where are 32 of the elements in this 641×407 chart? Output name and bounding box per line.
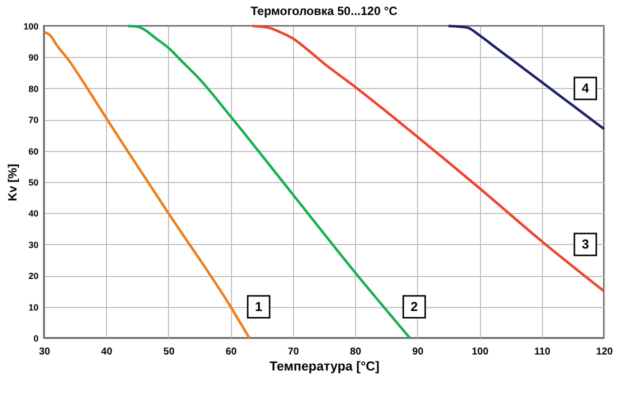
x-tick-label: 110	[534, 346, 551, 358]
y-tick-label: 40	[28, 208, 38, 219]
annotation: 4	[582, 80, 590, 96]
x-tick-label: 30	[38, 346, 50, 358]
x-axis-title: Температура [°C]	[270, 358, 380, 374]
x-tick-label: 60	[226, 346, 238, 358]
x-tick-label: 90	[412, 346, 424, 358]
line-series	[126, 24, 412, 340]
y-axis-title: Kv [%]	[5, 164, 20, 202]
x-tick-label: 120	[596, 346, 614, 358]
y-tick-label: 90	[28, 52, 38, 63]
x-tick-label: 40	[101, 346, 113, 358]
x-tick-label: 80	[350, 346, 362, 358]
annotation: 3	[582, 236, 589, 252]
y-tick-label: 30	[28, 240, 38, 250]
x-tick-label: 50	[163, 346, 175, 358]
y-tick-label: 10	[28, 302, 38, 312]
y-tick-label: 100	[23, 22, 38, 32]
y-tick-label: 60	[28, 146, 38, 156]
x-tick-label: 70	[288, 346, 300, 358]
x-tick-label: 100	[472, 346, 489, 358]
y-tick-label: 70	[28, 115, 38, 126]
annotation: 2	[410, 298, 418, 314]
line-series	[42, 30, 251, 340]
annotation: 1	[255, 298, 262, 314]
y-tick-label: 20	[28, 271, 38, 282]
chart-title: Термоголовка 50...120 °C	[250, 4, 398, 18]
line-series	[251, 24, 606, 292]
y-tick-label: 80	[28, 84, 38, 94]
y-tick-label: 50	[28, 178, 38, 188]
y-tick-label: 0	[33, 334, 38, 344]
line-series	[447, 24, 606, 130]
